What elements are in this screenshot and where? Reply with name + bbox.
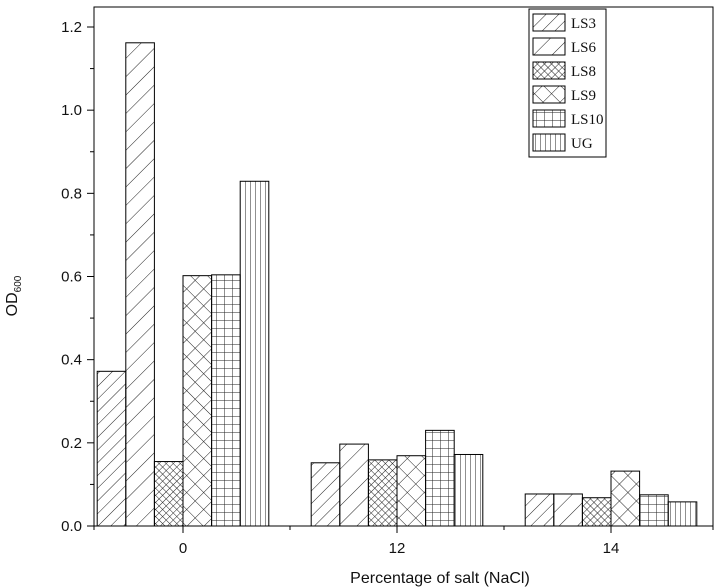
y-axis-title-group: OD600 <box>4 275 24 316</box>
bar-ls8-0 <box>153 461 184 527</box>
y-tick-label: 0.0 <box>61 518 82 535</box>
bar-ug-0 <box>239 180 270 527</box>
bar-ug-14 <box>667 501 698 527</box>
legend-swatch-ls3 <box>532 13 566 32</box>
bar-ls10-12 <box>425 429 455 527</box>
x-axis-title: Percentage of salt (NaCl) <box>350 570 530 587</box>
y-tick-label: 0.4 <box>61 352 82 369</box>
bar-ls10-0 <box>211 274 241 527</box>
legend-swatch-ls9 <box>532 85 566 104</box>
bars-group <box>96 42 698 527</box>
legend-swatch-ls8 <box>532 61 566 80</box>
bar-ls3-0 <box>96 370 127 527</box>
legend-label-ls8: LS8 <box>571 64 596 80</box>
y-axis: 0.0 0.2 0.4 0.6 0.8 1.0 1.2 <box>61 19 94 535</box>
bar-ls8-12 <box>367 459 398 527</box>
bar-ls9-14 <box>610 470 641 527</box>
legend: LS3 LS6 LS8 LS9 LS10 UG <box>528 8 607 158</box>
y-axis-title-subscript: 600 <box>13 275 24 292</box>
legend-swatch-ug <box>532 133 566 152</box>
bar-ls3-14 <box>524 493 555 527</box>
legend-label-ls10: LS10 <box>571 112 604 128</box>
bar-ls6-14 <box>553 493 583 527</box>
y-tick-label: 0.6 <box>61 269 82 286</box>
bar-ls3-12 <box>310 462 341 527</box>
legend-frame <box>528 8 607 158</box>
bar-ls6-12 <box>339 443 369 527</box>
legend-label-ls9: LS9 <box>571 88 596 104</box>
y-axis-title-main: OD <box>4 292 21 316</box>
x-axis: 0 12 14 <box>93 526 714 557</box>
y-axis-title: OD600 <box>4 275 24 316</box>
y-tick-label: 0.2 <box>61 435 82 452</box>
bar-ls9-12 <box>396 455 427 527</box>
x-tick-label: 12 <box>389 540 406 557</box>
y-tick-label: 0.8 <box>61 185 82 202</box>
x-tick-label: 0 <box>179 540 187 557</box>
y-tick-label: 1.2 <box>61 19 82 36</box>
legend-label-ls6: LS6 <box>571 40 597 56</box>
bar-ls6-0 <box>125 42 155 527</box>
bar-ls8-14 <box>581 497 612 527</box>
bar-ls10-14 <box>639 494 669 527</box>
y-tick-label: 1.0 <box>61 102 82 119</box>
x-tick-label: 14 <box>603 540 620 557</box>
bar-ug-12 <box>453 453 484 527</box>
bar-ls9-0 <box>182 275 213 527</box>
legend-swatch-ls6 <box>532 37 566 56</box>
legend-label-ls3: LS3 <box>571 16 596 32</box>
legend-label-ug: UG <box>571 136 593 152</box>
legend-swatch-ls10 <box>532 109 566 128</box>
